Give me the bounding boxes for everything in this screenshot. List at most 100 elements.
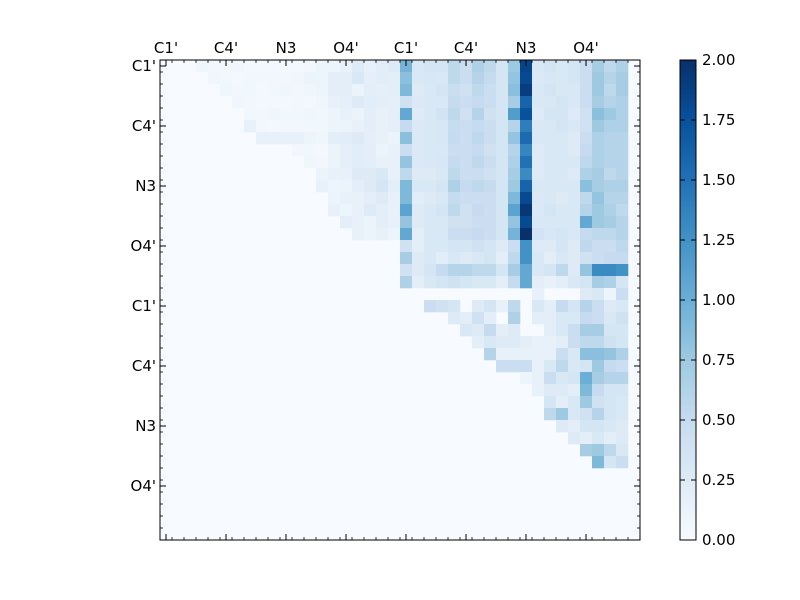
heatmap-cell <box>544 408 557 421</box>
heatmap-cell <box>484 120 497 133</box>
heatmap-cell <box>616 348 629 361</box>
heatmap-cell <box>568 420 581 433</box>
heatmap-cell <box>556 360 569 373</box>
heatmap-cell <box>508 192 521 205</box>
heatmap-cell <box>544 132 557 145</box>
heatmap-cell <box>580 204 593 217</box>
heatmap-cell <box>544 156 557 169</box>
colorbar-tick-label: 1.75 <box>702 111 735 129</box>
heatmap-cell <box>532 312 545 325</box>
heatmap-cell <box>424 252 437 265</box>
heatmap-cell <box>592 96 605 109</box>
heatmap-cell <box>436 192 449 205</box>
heatmap-cell <box>592 312 605 325</box>
heatmap-cell <box>244 108 257 121</box>
heatmap-cell <box>268 60 281 73</box>
heatmap-cell <box>580 336 593 349</box>
heatmap-cell <box>448 228 461 241</box>
heatmap-cell <box>520 144 533 157</box>
heatmap-cell <box>532 360 545 373</box>
heatmap-cell <box>400 276 413 289</box>
heatmap-cell <box>460 240 473 253</box>
y-tick-label: N3 <box>135 417 156 435</box>
heatmap-cell <box>376 144 389 157</box>
heatmap-cell <box>388 120 401 133</box>
heatmap-cell <box>592 300 605 313</box>
heatmap-cell <box>388 180 401 193</box>
heatmap-cell <box>568 204 581 217</box>
heatmap-cell <box>304 156 317 169</box>
heatmap-cell <box>532 216 545 229</box>
heatmap-cell <box>520 348 533 361</box>
heatmap-cell <box>328 84 341 97</box>
heatmap-cell <box>520 108 533 121</box>
heatmap-cell <box>496 156 509 169</box>
heatmap-cell <box>436 180 449 193</box>
heatmap-cell <box>388 72 401 85</box>
heatmap-cell <box>412 252 425 265</box>
heatmap-cell <box>484 240 497 253</box>
heatmap-cell <box>616 144 629 157</box>
heatmap-cell <box>292 60 305 73</box>
heatmap-cell <box>616 408 629 421</box>
heatmap-cell <box>388 60 401 73</box>
heatmap-cell <box>508 360 521 373</box>
heatmap-cell <box>508 228 521 241</box>
heatmap-cell <box>592 348 605 361</box>
heatmap-cell <box>508 132 521 145</box>
heatmap-cell <box>580 348 593 361</box>
heatmap-cell <box>568 156 581 169</box>
colorbar-tick-label: 2.00 <box>702 51 735 69</box>
heatmap-cell <box>568 216 581 229</box>
heatmap-cell <box>520 156 533 169</box>
heatmap-cell <box>304 84 317 97</box>
heatmap-cell <box>244 72 257 85</box>
heatmap-cell <box>304 60 317 73</box>
heatmap-cell <box>556 384 569 397</box>
heatmap-cell <box>280 60 293 73</box>
heatmap-cell <box>460 324 473 337</box>
heatmap-cell <box>544 228 557 241</box>
heatmap-cell <box>496 228 509 241</box>
heatmap-cell <box>544 108 557 121</box>
heatmap-cell <box>604 60 617 73</box>
heatmap-cell <box>580 144 593 157</box>
heatmap-cell <box>592 204 605 217</box>
heatmap-cell <box>292 132 305 145</box>
heatmap-cell <box>484 180 497 193</box>
heatmap-cell <box>400 96 413 109</box>
heatmap-cell <box>556 228 569 241</box>
heatmap-cell <box>436 120 449 133</box>
heatmap-cell <box>460 264 473 277</box>
heatmap-cell <box>388 168 401 181</box>
heatmap-cell <box>472 264 485 277</box>
heatmap-cell <box>568 168 581 181</box>
heatmap-cell <box>388 156 401 169</box>
heatmap-cell <box>556 348 569 361</box>
heatmap-cell <box>616 360 629 373</box>
heatmap-cell <box>532 84 545 97</box>
heatmap-cell <box>436 144 449 157</box>
heatmap-cell <box>544 264 557 277</box>
heatmap-cell <box>496 96 509 109</box>
x-axis-ticks: C1' C4' N3 O4' C1' C4' N3 O4' <box>154 39 641 540</box>
heatmap-cell <box>604 96 617 109</box>
heatmap-cell <box>436 84 449 97</box>
heatmap-cell <box>616 456 629 469</box>
heatmap-cell <box>388 108 401 121</box>
heatmap-cell <box>292 72 305 85</box>
heatmap-cell <box>544 96 557 109</box>
heatmap-cell <box>424 132 437 145</box>
heatmap-cell <box>472 72 485 85</box>
heatmap-cell <box>604 432 617 445</box>
heatmap-cell <box>520 180 533 193</box>
heatmap-cell <box>412 228 425 241</box>
heatmap-cell <box>340 168 353 181</box>
heatmap-cell <box>580 84 593 97</box>
heatmap-cell <box>256 60 269 73</box>
heatmap-cell <box>484 156 497 169</box>
heatmap-cell <box>496 132 509 145</box>
heatmap-cell <box>604 156 617 169</box>
heatmap-cell <box>400 228 413 241</box>
heatmap-cell <box>412 120 425 133</box>
